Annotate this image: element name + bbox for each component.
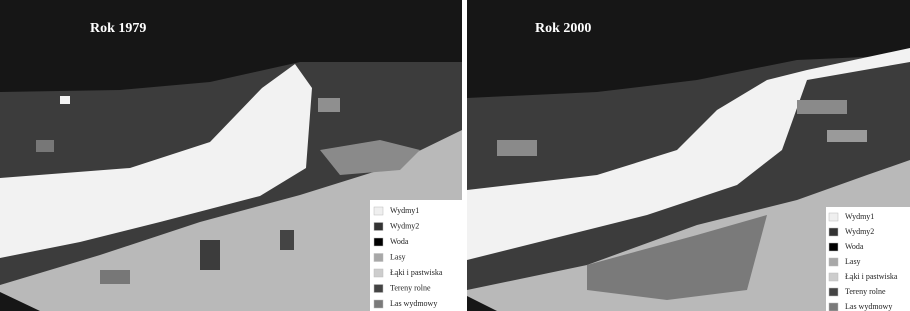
legend-label: Las wydmowy [845, 302, 892, 311]
legend-label: Woda [390, 237, 409, 246]
legend-swatch [829, 213, 838, 221]
legend-swatch [829, 243, 838, 251]
map-title: Rok 1979 [90, 21, 146, 36]
legend-label: Woda [845, 242, 864, 251]
legend-label: Wydmy2 [845, 227, 874, 236]
patch [318, 98, 340, 112]
legend-label: Tereny rolne [845, 287, 886, 296]
legend-label: Łąki i pastwiska [390, 268, 443, 277]
legend-swatch [829, 228, 838, 236]
map-1979: Rok 1979 Wydmy1 Wydmy2 Woda Lasy Łąki i past… [0, 0, 462, 311]
patch [497, 140, 537, 156]
legend-box [370, 200, 462, 311]
page: Rok 1979 Wydmy1 Wydmy2 Woda Lasy Łąki i past… [0, 0, 910, 311]
patch [200, 240, 220, 270]
legend-swatch [374, 207, 383, 215]
patch [100, 270, 130, 284]
maps: Rok 1979 Wydmy1 Wydmy2 Woda Lasy Łąki i past… [0, 0, 910, 311]
patch [60, 96, 70, 104]
patch [797, 100, 847, 114]
legend-swatch [374, 254, 383, 262]
legend-swatch [374, 269, 383, 277]
legend-label: Łąki i pastwiska [845, 272, 898, 281]
patch [737, 150, 747, 160]
legend-swatch [829, 288, 838, 296]
legend-label: Las wydmowy [390, 299, 437, 308]
legend-label: Lasy [845, 257, 861, 266]
legend-label: Tereny rolne [390, 283, 431, 292]
legend-label: Wydmy1 [845, 212, 874, 221]
patch [36, 140, 54, 152]
patch [280, 230, 294, 250]
legend-swatch [374, 223, 383, 231]
legend-label: Lasy [390, 252, 406, 261]
patch [827, 130, 867, 142]
legend-label: Wydmy2 [390, 221, 419, 230]
legend-label: Wydmy1 [390, 206, 419, 215]
legend-swatch [829, 303, 838, 311]
legend-swatch [374, 238, 383, 246]
legend-swatch [374, 285, 383, 293]
map-2000: Rok 2000 Wydmy1 Wydmy2 Woda Lasy Łąki i past… [467, 0, 910, 311]
legend-swatch [374, 300, 383, 308]
legend-swatch [829, 258, 838, 266]
map-title: Rok 2000 [535, 21, 591, 36]
legend-swatch [829, 273, 838, 281]
